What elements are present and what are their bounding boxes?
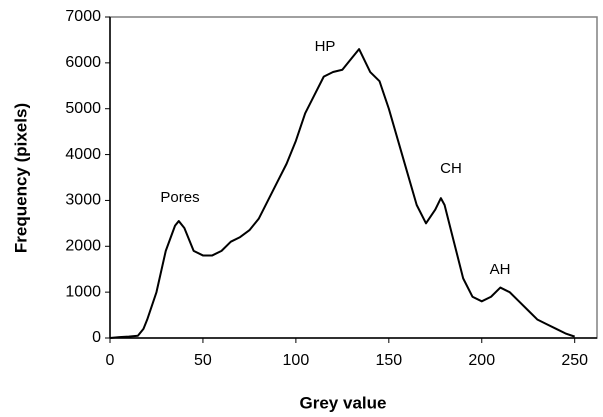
y-tick-label: 3000 xyxy=(65,192,101,209)
x-tick-label: 50 xyxy=(194,352,212,369)
annotation: Pores xyxy=(160,189,199,206)
x-tick-label: 0 xyxy=(106,352,115,369)
x-tick-label: 250 xyxy=(561,352,588,369)
y-tick-label: 5000 xyxy=(65,100,101,117)
y-tick-label: 6000 xyxy=(65,54,101,71)
plot-frame xyxy=(109,16,598,339)
y-axis-label: Frequency (pixels) xyxy=(11,103,30,253)
y-tick-label: 7000 xyxy=(65,8,101,25)
x-tick-label: 150 xyxy=(375,352,402,369)
annotation: HP xyxy=(315,38,336,55)
y-tick-label: 0 xyxy=(92,329,101,346)
x-tick-label: 100 xyxy=(283,352,310,369)
annotation: AH xyxy=(490,261,511,278)
x-tick-label: 200 xyxy=(468,352,495,369)
y-tick-label: 4000 xyxy=(65,146,101,163)
data-line xyxy=(109,48,576,339)
annotation: CH xyxy=(440,160,462,177)
y-tick-label: 1000 xyxy=(65,283,101,300)
x-axis-label: Grey value xyxy=(300,393,387,412)
y-tick-label: 2000 xyxy=(65,238,101,255)
